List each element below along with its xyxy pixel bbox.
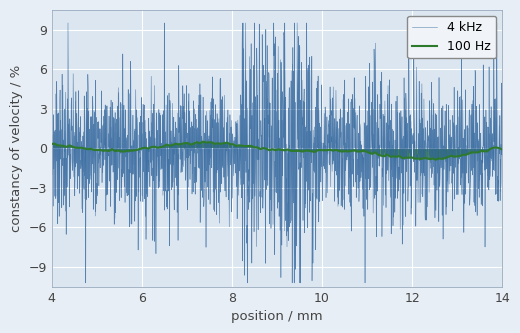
4 kHz — [499, 153, 505, 157]
100 Hz — [363, 150, 369, 154]
Line: 4 kHz: 4 kHz — [51, 23, 502, 283]
100 Hz — [200, 140, 206, 144]
4 kHz — [268, 124, 275, 128]
4 kHz — [486, 177, 492, 181]
100 Hz — [499, 148, 505, 152]
Legend: 4 kHz, 100 Hz: 4 kHz, 100 Hz — [407, 16, 496, 58]
4 kHz — [83, 281, 89, 285]
4 kHz — [48, 91, 55, 95]
Line: 100 Hz: 100 Hz — [51, 142, 502, 160]
100 Hz — [230, 142, 236, 146]
4 kHz — [404, 136, 410, 140]
100 Hz — [306, 149, 312, 153]
4 kHz — [487, 132, 493, 136]
100 Hz — [424, 156, 430, 160]
4 kHz — [65, 21, 71, 25]
100 Hz — [433, 158, 439, 162]
Y-axis label: constancy of velocity / %: constancy of velocity / % — [10, 65, 23, 232]
X-axis label: position / mm: position / mm — [231, 310, 323, 323]
100 Hz — [197, 142, 203, 146]
4 kHz — [72, 194, 78, 198]
100 Hz — [288, 149, 294, 153]
100 Hz — [48, 142, 55, 146]
4 kHz — [256, 22, 263, 26]
